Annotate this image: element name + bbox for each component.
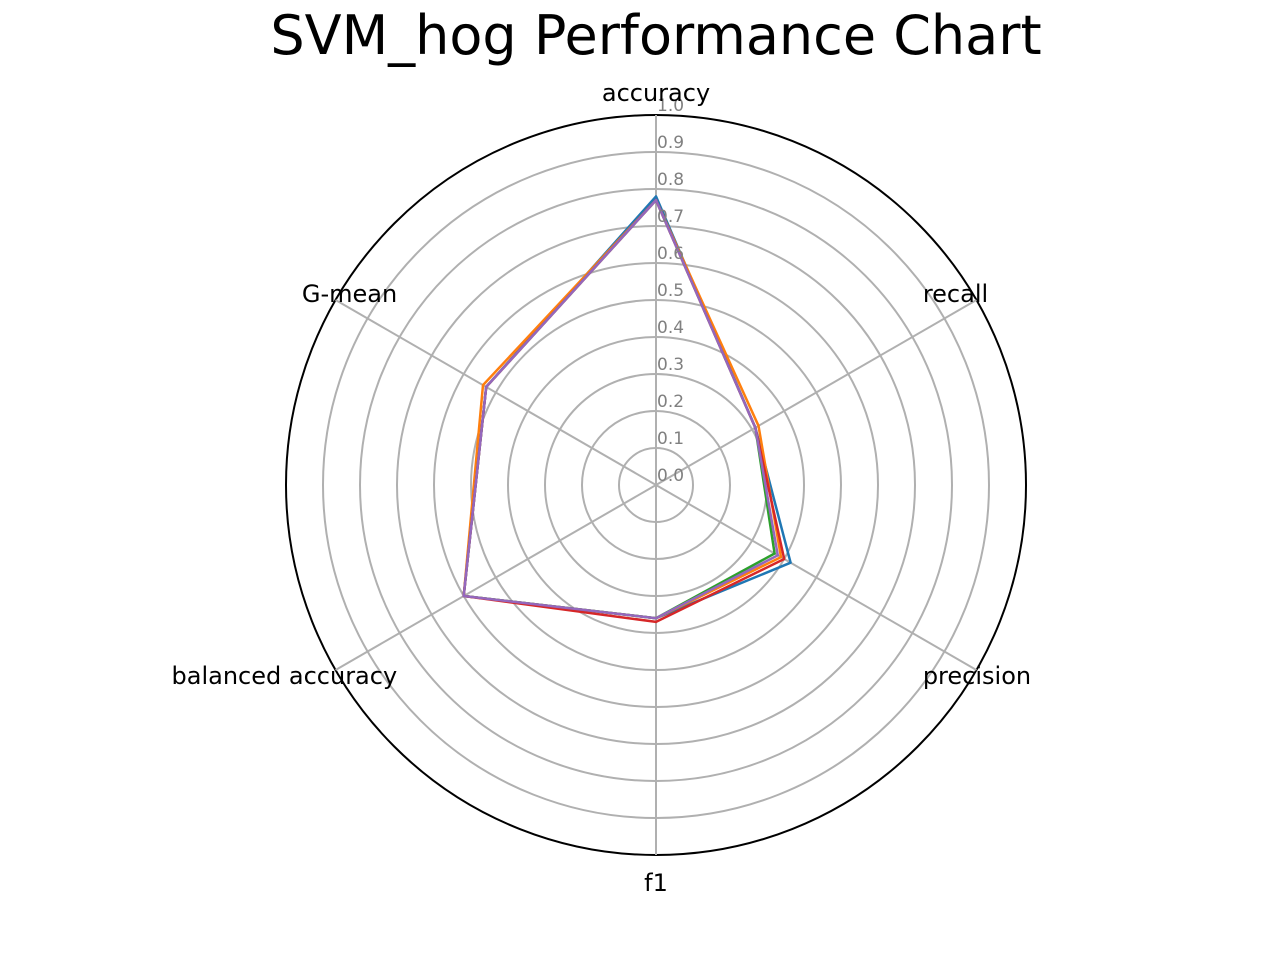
r-tick-label: 0.5 [657, 281, 684, 301]
r-tick-label: 0.1 [657, 429, 684, 449]
axis-spoke [655, 299, 977, 486]
chart-title: SVM_hog Performance Chart [270, 4, 1042, 67]
radar-grid [285, 114, 1027, 856]
r-tick-label: 0.4 [657, 318, 684, 338]
axis-labels: accuracy recall precision f1 balanced accura… [172, 79, 1032, 897]
axis-label-accuracy: accuracy [602, 79, 710, 107]
series-line-5 [462, 198, 780, 620]
axis-spoke [655, 484, 977, 671]
r-tick-label: 0.8 [657, 170, 684, 190]
series-line-3 [462, 198, 776, 620]
axis-label-precision: precision [923, 662, 1031, 690]
r-tick-label: 0.0 [657, 466, 684, 486]
series-line-4 [462, 198, 786, 624]
axis-label-recall: recall [923, 280, 988, 308]
axis-label-g-mean: G-mean [302, 280, 397, 308]
axis-label-balanced-accuracy: balanced accuracy [172, 662, 398, 690]
axis-spoke [335, 299, 657, 486]
radar-series [462, 195, 792, 624]
r-tick-label: 0.2 [657, 392, 684, 412]
r-tick-label: 0.9 [657, 133, 684, 153]
axis-spoke [335, 484, 657, 671]
r-tick-label: 0.3 [657, 355, 684, 375]
radial-tick-labels: 0.0 0.1 0.2 0.3 0.4 0.5 0.6 0.7 0.8 0.9 1.0 [657, 96, 684, 486]
series-line-2 [462, 198, 783, 620]
r-tick-label: 0.6 [657, 244, 684, 264]
r-tick-label: 0.7 [657, 207, 684, 227]
r-tick-label: 1.0 [657, 96, 684, 116]
axis-label-f1: f1 [644, 869, 668, 897]
